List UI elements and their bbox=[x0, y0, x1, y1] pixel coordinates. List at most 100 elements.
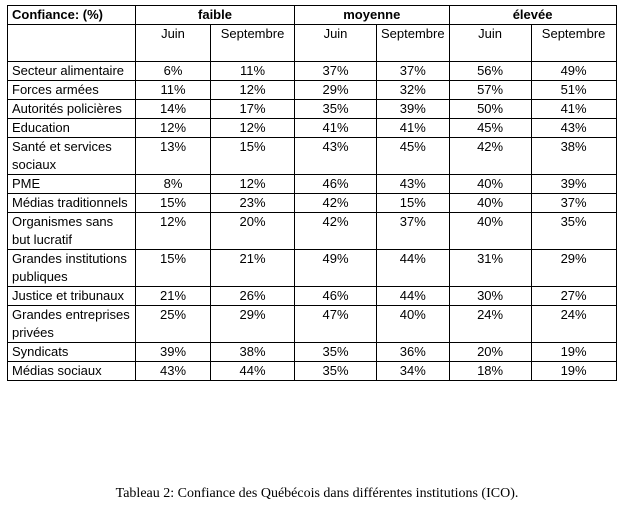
value-cell: 29% bbox=[210, 305, 295, 343]
value-cell: 41% bbox=[376, 118, 450, 138]
table-row: Grandes entreprises privées 25% 29% 47% 40% 2… bbox=[7, 305, 617, 343]
value-cell: 15% bbox=[376, 193, 450, 213]
value-cell: 50% bbox=[448, 99, 532, 119]
value-cell: 19% bbox=[530, 361, 617, 381]
value-cell: 42% bbox=[294, 193, 377, 213]
row-label: Autorités policières bbox=[7, 99, 136, 119]
row-label: Santé et services sociaux bbox=[7, 137, 136, 175]
subheader-row: Juin Septembre Juin Septembre Juin Septe… bbox=[7, 24, 617, 62]
value-cell: 38% bbox=[210, 342, 295, 362]
table-row: PME 8% 12% 46% 43% 40% 39% bbox=[7, 174, 617, 194]
value-cell: 12% bbox=[135, 212, 211, 250]
value-cell: 37% bbox=[376, 61, 450, 81]
value-cell: 49% bbox=[530, 61, 617, 81]
value-cell: 40% bbox=[448, 212, 532, 250]
value-cell: 12% bbox=[210, 80, 295, 100]
value-cell: 57% bbox=[448, 80, 532, 100]
value-cell: 35% bbox=[294, 342, 377, 362]
value-cell: 29% bbox=[530, 249, 617, 287]
value-cell: 37% bbox=[530, 193, 617, 213]
value-cell: 45% bbox=[448, 118, 532, 138]
value-cell: 42% bbox=[448, 137, 532, 175]
value-cell: 40% bbox=[448, 174, 532, 194]
row-label: Education bbox=[7, 118, 136, 138]
value-cell: 20% bbox=[210, 212, 295, 250]
value-cell: 21% bbox=[135, 286, 211, 306]
value-cell: 21% bbox=[210, 249, 295, 287]
value-cell: 24% bbox=[530, 305, 617, 343]
value-cell: 8% bbox=[135, 174, 211, 194]
value-cell: 35% bbox=[294, 361, 377, 381]
value-cell: 27% bbox=[530, 286, 617, 306]
value-cell: 44% bbox=[376, 249, 450, 287]
value-cell: 20% bbox=[448, 342, 532, 362]
value-cell: 47% bbox=[294, 305, 377, 343]
table-row: Médias traditionnels 15% 23% 42% 15% 40% 37% bbox=[7, 193, 617, 213]
table-row: Santé et services sociaux 13% 15% 43% 45% 42%… bbox=[7, 137, 617, 175]
subheader-cell: Juin bbox=[294, 24, 377, 62]
row-label: Médias sociaux bbox=[7, 361, 136, 381]
table-row: Forces armées 11% 12% 29% 32% 57% 51% bbox=[7, 80, 617, 100]
corner-header: Confiance: (%) bbox=[7, 5, 136, 25]
row-label: Médias traditionnels bbox=[7, 193, 136, 213]
row-label: Grandes entreprises privées bbox=[7, 305, 136, 343]
value-cell: 56% bbox=[448, 61, 532, 81]
value-cell: 39% bbox=[530, 174, 617, 194]
table-row: Education 12% 12% 41% 41% 45% 43% bbox=[7, 118, 617, 138]
value-cell: 46% bbox=[294, 286, 377, 306]
value-cell: 43% bbox=[376, 174, 450, 194]
value-cell: 36% bbox=[376, 342, 450, 362]
value-cell: 39% bbox=[376, 99, 450, 119]
table-row: Autorités policières 14% 17% 35% 39% 50% 41% bbox=[7, 99, 617, 119]
value-cell: 25% bbox=[135, 305, 211, 343]
value-cell: 17% bbox=[210, 99, 295, 119]
value-cell: 38% bbox=[530, 137, 617, 175]
value-cell: 12% bbox=[135, 118, 211, 138]
value-cell: 11% bbox=[135, 80, 211, 100]
value-cell: 14% bbox=[135, 99, 211, 119]
value-cell: 15% bbox=[210, 137, 295, 175]
row-label: Grandes institutions publiques bbox=[7, 249, 136, 287]
value-cell: 32% bbox=[376, 80, 450, 100]
value-cell: 37% bbox=[376, 212, 450, 250]
value-cell: 18% bbox=[448, 361, 532, 381]
value-cell: 29% bbox=[294, 80, 377, 100]
value-cell: 44% bbox=[376, 286, 450, 306]
value-cell: 34% bbox=[376, 361, 450, 381]
value-cell: 35% bbox=[294, 99, 377, 119]
value-cell: 35% bbox=[530, 212, 617, 250]
row-label: Organismes sans but lucratif bbox=[7, 212, 136, 250]
value-cell: 37% bbox=[294, 61, 377, 81]
value-cell: 30% bbox=[448, 286, 532, 306]
table-row: Organismes sans but lucratif 12% 20% 42% 37%… bbox=[7, 212, 617, 250]
table-row: Syndicats 39% 38% 35% 36% 20% 19% bbox=[7, 342, 617, 362]
value-cell: 49% bbox=[294, 249, 377, 287]
group-header-elevee: élevée bbox=[448, 5, 617, 25]
subheader-cell: Septembre bbox=[210, 24, 295, 62]
value-cell: 12% bbox=[210, 174, 295, 194]
value-cell: 24% bbox=[448, 305, 532, 343]
value-cell: 42% bbox=[294, 212, 377, 250]
row-label: Syndicats bbox=[7, 342, 136, 362]
value-cell: 23% bbox=[210, 193, 295, 213]
subheader-empty bbox=[7, 24, 136, 62]
value-cell: 51% bbox=[530, 80, 617, 100]
value-cell: 31% bbox=[448, 249, 532, 287]
row-label: Secteur alimentaire bbox=[7, 61, 136, 81]
group-header-moyenne: moyenne bbox=[294, 5, 450, 25]
table-body: Secteur alimentaire 6% 11% 37% 37% 56% 49% Forc… bbox=[7, 61, 617, 381]
group-header-faible: faible bbox=[135, 5, 295, 25]
value-cell: 12% bbox=[210, 118, 295, 138]
subheader-cell: Septembre bbox=[530, 24, 617, 62]
value-cell: 43% bbox=[530, 118, 617, 138]
subheader-cell: Juin bbox=[448, 24, 532, 62]
value-cell: 39% bbox=[135, 342, 211, 362]
subheader-cell: Juin bbox=[135, 24, 211, 62]
value-cell: 26% bbox=[210, 286, 295, 306]
table-row: Secteur alimentaire 6% 11% 37% 37% 56% 49% bbox=[7, 61, 617, 81]
table-row: Médias sociaux 43% 44% 35% 34% 18% 19% bbox=[7, 361, 617, 381]
row-label: Forces armées bbox=[7, 80, 136, 100]
value-cell: 15% bbox=[135, 193, 211, 213]
value-cell: 43% bbox=[294, 137, 377, 175]
value-cell: 15% bbox=[135, 249, 211, 287]
